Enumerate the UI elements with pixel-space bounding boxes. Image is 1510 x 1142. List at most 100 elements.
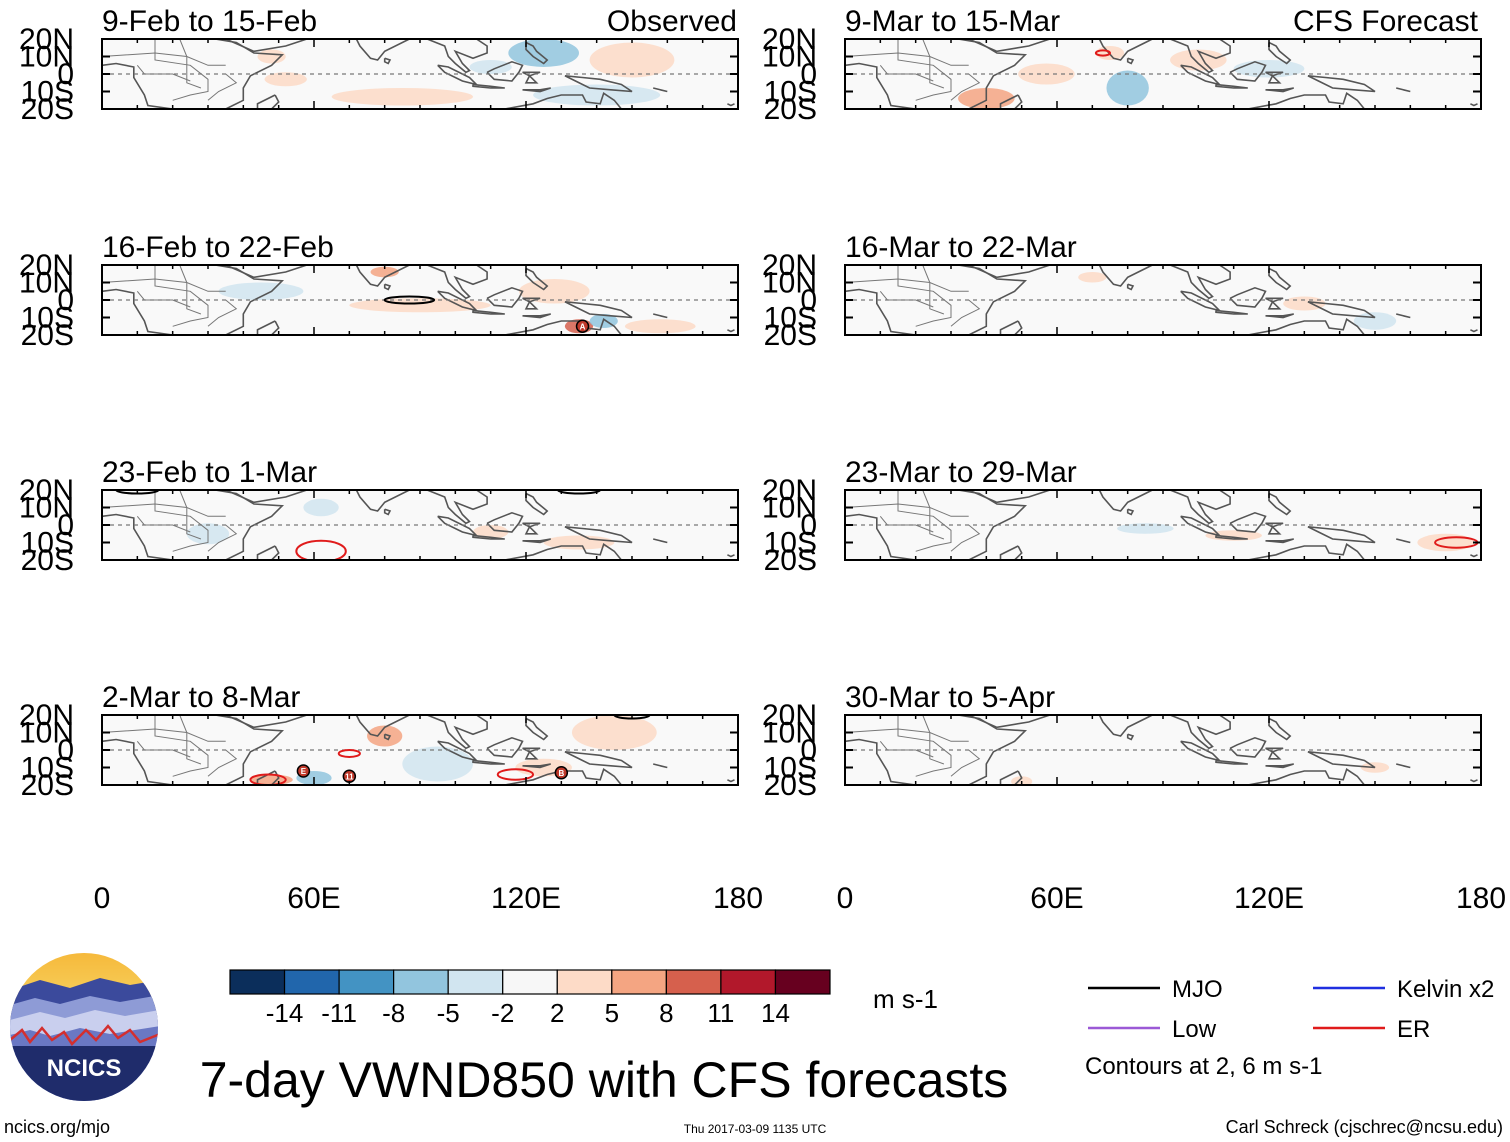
country-border: [922, 490, 945, 540]
lat-label: 0: [57, 58, 74, 91]
coastline: [526, 258, 531, 263]
colorbar-swatch: [720, 969, 777, 995]
coastline: [1470, 779, 1478, 783]
lat-label: 10S: [764, 76, 817, 109]
footer-url[interactable]: ncics.org/mjo: [4, 1117, 110, 1137]
country-border: [179, 715, 202, 765]
colorbar-tick-label: 2: [550, 998, 564, 1028]
coastline: [1307, 301, 1376, 319]
lat-label: 10S: [764, 752, 817, 785]
er-contour: [295, 539, 347, 560]
coastline: [1269, 708, 1274, 713]
main-title: 7-day VWND850 with CFS forecasts: [200, 1052, 1009, 1108]
coastline: [1229, 60, 1267, 82]
wind-anomaly-patch: [624, 319, 696, 334]
coastline: [968, 490, 1051, 504]
coastline: [383, 733, 392, 741]
coastline: [1265, 87, 1294, 93]
wind-anomaly-patch: [571, 715, 657, 750]
svg-text:E: E: [301, 767, 307, 776]
legend: MJO Kelvin x2 Low ER: [1088, 976, 1494, 1043]
coastline: [1265, 313, 1294, 319]
lon-label: 180: [1456, 882, 1506, 915]
colorbar: -14 -11 -8 -5 -2 2 5 8 11 14: [229, 969, 831, 1028]
lat-label: 10S: [764, 527, 817, 560]
coastline: [1247, 768, 1366, 785]
coastline: [1269, 258, 1274, 263]
country-border: [922, 715, 945, 765]
coastline: [1126, 57, 1135, 65]
wind-anomaly-patch: [218, 282, 304, 300]
colorbar-swatch: [447, 969, 504, 995]
coastline: [1307, 526, 1376, 544]
coastline: [1269, 32, 1274, 37]
coastline: [1268, 717, 1292, 741]
er-contour: [496, 768, 535, 781]
coastline: [522, 313, 551, 319]
coastline: [564, 75, 633, 93]
coastline: [1247, 318, 1366, 335]
coastline: [1126, 508, 1135, 516]
coastline: [522, 763, 551, 769]
lat-label: 10N: [762, 41, 817, 74]
coastline: [383, 283, 392, 291]
colorbar-swatch: [502, 969, 558, 995]
lon-label: 120E: [491, 882, 561, 915]
coastline: [256, 545, 280, 560]
country-border: [179, 39, 202, 89]
coastline: [472, 534, 505, 540]
lat-label: 20S: [764, 319, 817, 352]
country-border: [922, 39, 945, 89]
lat-label: 10N: [762, 492, 817, 525]
legend-note: Contours at 2, 6 m s-1: [1085, 1053, 1322, 1080]
legend-label: Low: [1172, 1016, 1217, 1043]
coastline: [653, 87, 668, 93]
colorbar-swatch: [338, 969, 395, 995]
panel-period-title: 16-Feb to 22-Feb: [102, 231, 334, 264]
coastline: [225, 715, 308, 729]
lat-label: 0: [800, 58, 817, 91]
coastline: [1396, 538, 1411, 544]
longitude-axis-labels: 0 60E 120E 180 0 60E 120E 180: [94, 882, 1506, 915]
lat-label: 20N: [762, 474, 817, 507]
wind-anomaly-patch: [1078, 272, 1107, 283]
ncics-logo: NCICS: [10, 953, 158, 1101]
panel-background: [845, 715, 1481, 785]
coastline: [522, 538, 551, 544]
lat-label: 20S: [21, 319, 74, 352]
mjo-contour: [383, 295, 436, 305]
wind-anomaly-patch: [349, 298, 491, 313]
coastline: [504, 768, 623, 785]
coastline: [472, 759, 505, 765]
coastline: [999, 545, 1023, 560]
lat-label: 20N: [19, 249, 74, 282]
coastline: [321, 265, 410, 287]
country-border: [897, 265, 952, 327]
coastline: [1169, 265, 1231, 300]
country-border: [897, 490, 952, 552]
legend-item: Low: [1088, 1016, 1217, 1043]
colorbar-tick-label: 11: [707, 998, 734, 1028]
lon-label: 120E: [1234, 882, 1304, 915]
wind-anomaly-patch: [1353, 312, 1397, 330]
colorbar-swatch: [611, 969, 667, 995]
coastline: [1215, 759, 1248, 765]
lat-label: 10S: [21, 527, 74, 560]
coastline: [1229, 736, 1267, 758]
coastline: [256, 94, 280, 109]
lat-label: 10N: [19, 717, 74, 750]
coastline: [526, 708, 531, 713]
coastline: [1268, 41, 1292, 65]
coastline: [1126, 733, 1135, 741]
coastline: [225, 265, 308, 279]
coastline: [486, 736, 524, 758]
coastline: [968, 715, 1051, 729]
colorbar-tick-label: 8: [659, 998, 673, 1028]
coastline: [1169, 490, 1231, 525]
legend-item: MJO: [1088, 976, 1223, 1003]
coastline: [653, 538, 668, 544]
